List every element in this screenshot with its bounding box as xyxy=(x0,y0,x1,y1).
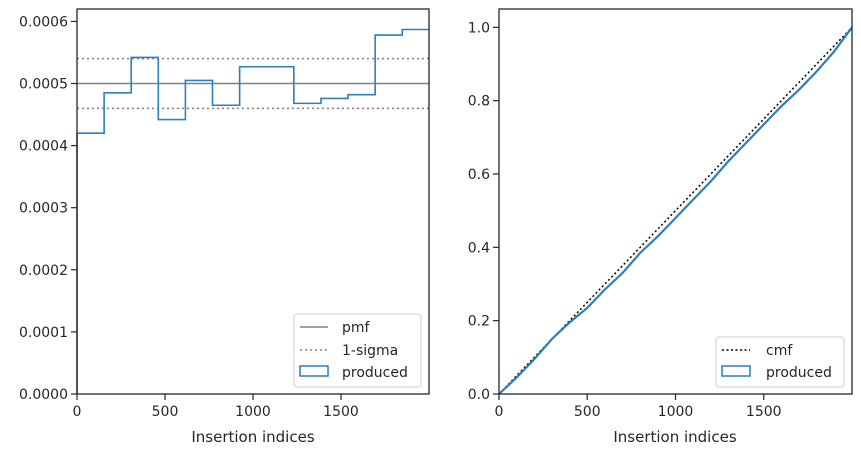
right-chart: 0 500 1000 1500 0.0 0.2 0.4 0.6 0.8 1.0 Insertio… xyxy=(468,8,853,446)
right-y-tick-label: 0.4 xyxy=(468,240,490,256)
left-y-tick-label: 0.0005 xyxy=(19,77,68,93)
left-y-tick-label: 0.0000 xyxy=(19,387,68,403)
left-x-tick-label: 0 xyxy=(73,404,82,420)
right-x-tick-label: 500 xyxy=(574,404,601,420)
left-legend: pmf 1-sigma produced xyxy=(293,313,422,388)
right-x-tick-label: 1000 xyxy=(658,404,694,420)
left-y-tick-label: 0.0002 xyxy=(19,263,68,279)
right-y-tick-label: 0.6 xyxy=(468,167,490,183)
cmf-series xyxy=(498,26,853,395)
right-legend: cmf produced xyxy=(715,336,845,388)
left-x-tick-label: 1000 xyxy=(235,404,271,420)
right-y-tick-label: 0.0 xyxy=(468,387,490,403)
right-x-tick-label: 1500 xyxy=(746,404,782,420)
right-x-axis-label: Insertion indices xyxy=(613,428,736,446)
produced-step-series xyxy=(76,28,429,394)
left-y-tick-label: 0.0003 xyxy=(19,201,68,217)
left-x-tick-label: 500 xyxy=(152,404,179,420)
produced-cumulative-series xyxy=(498,26,853,395)
left-y-tick-label: 0.0006 xyxy=(19,14,68,30)
legend-cmf-label: cmf xyxy=(766,343,793,359)
left-y-tick-label: 0.0001 xyxy=(19,325,68,341)
legend-produced-label: produced xyxy=(342,365,408,381)
legend-produced-box xyxy=(299,365,329,377)
legend-produced-box xyxy=(721,365,751,377)
legend-produced-label: produced xyxy=(766,365,832,381)
right-axes-frame xyxy=(498,8,853,395)
left-y-tick-label: 0.0004 xyxy=(19,139,68,155)
legend-pmf-label: pmf xyxy=(342,320,371,336)
left-chart: 0 500 1000 1500 0.0000 0.0001 0.0002 0.0003 0.0… xyxy=(19,8,430,446)
right-y-tick-label: 1.0 xyxy=(468,20,490,36)
right-y-tick-label: 0.8 xyxy=(468,94,490,110)
right-x-tick-label: 0 xyxy=(495,404,504,420)
legend-1-sigma-label: 1-sigma xyxy=(342,343,398,359)
right-y-tick-label: 0.2 xyxy=(468,314,490,330)
left-x-tick-label: 1500 xyxy=(323,404,359,420)
left-x-axis-label: Insertion indices xyxy=(191,428,314,446)
